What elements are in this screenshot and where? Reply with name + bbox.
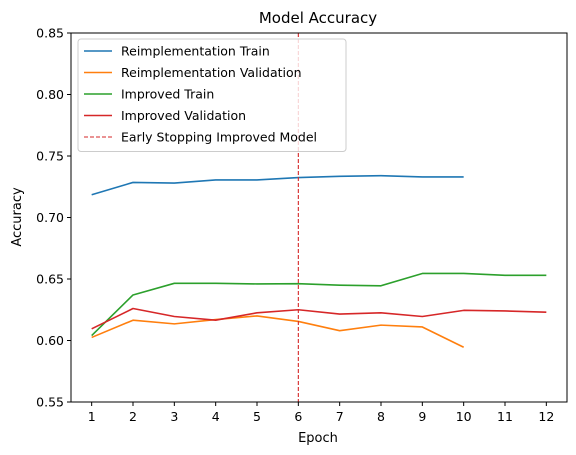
x-axis: 1 2 3 4 5 6 7 8 9 10 11 12 — [88, 402, 554, 424]
x-tick-label: 4 — [212, 409, 220, 424]
x-tick-label: 11 — [497, 409, 513, 424]
legend-label: Improved Train — [121, 87, 214, 102]
legend-label: Improved Validation — [121, 108, 246, 123]
y-tick-label: 0.60 — [36, 333, 64, 348]
chart-title: Model Accuracy — [259, 9, 377, 27]
legend-label: Reimplementation Validation — [121, 65, 302, 80]
x-tick-label: 7 — [336, 409, 344, 424]
y-axis-label: Accuracy — [10, 187, 25, 247]
series-line-reimplementation-train — [91, 174, 464, 196]
x-tick-label: 8 — [377, 409, 385, 424]
y-tick-label: 0.55 — [36, 395, 64, 410]
x-tick-label: 5 — [253, 409, 261, 424]
legend-box — [77, 38, 347, 152]
legend-label: Early Stopping Improved Model — [121, 130, 317, 145]
legend: Reimplementation Train Reimplementation V… — [77, 38, 347, 152]
y-tick-label: 0.75 — [36, 149, 64, 164]
y-tick-label: 0.70 — [36, 210, 64, 225]
series-line-improved-train — [91, 272, 547, 337]
legend-label: Reimplementation Train — [121, 44, 270, 59]
series-line-reimplementation-validation — [91, 315, 465, 348]
y-axis: 0.55 0.60 0.65 0.70 0.75 0.80 0.85 — [36, 26, 71, 410]
y-tick-label: 0.85 — [36, 26, 64, 41]
y-tick-label: 0.80 — [36, 87, 64, 102]
x-tick-label: 3 — [170, 409, 178, 424]
x-axis-label: Epoch — [298, 431, 338, 446]
series-line-improved-validation — [91, 307, 547, 330]
x-tick-label: 9 — [418, 409, 426, 424]
x-tick-label: 10 — [456, 409, 472, 424]
x-tick-label: 1 — [88, 409, 96, 424]
x-tick-label: 12 — [538, 409, 554, 424]
y-tick-label: 0.65 — [36, 272, 64, 287]
x-tick-label: 6 — [294, 409, 302, 424]
x-tick-label: 2 — [129, 409, 137, 424]
